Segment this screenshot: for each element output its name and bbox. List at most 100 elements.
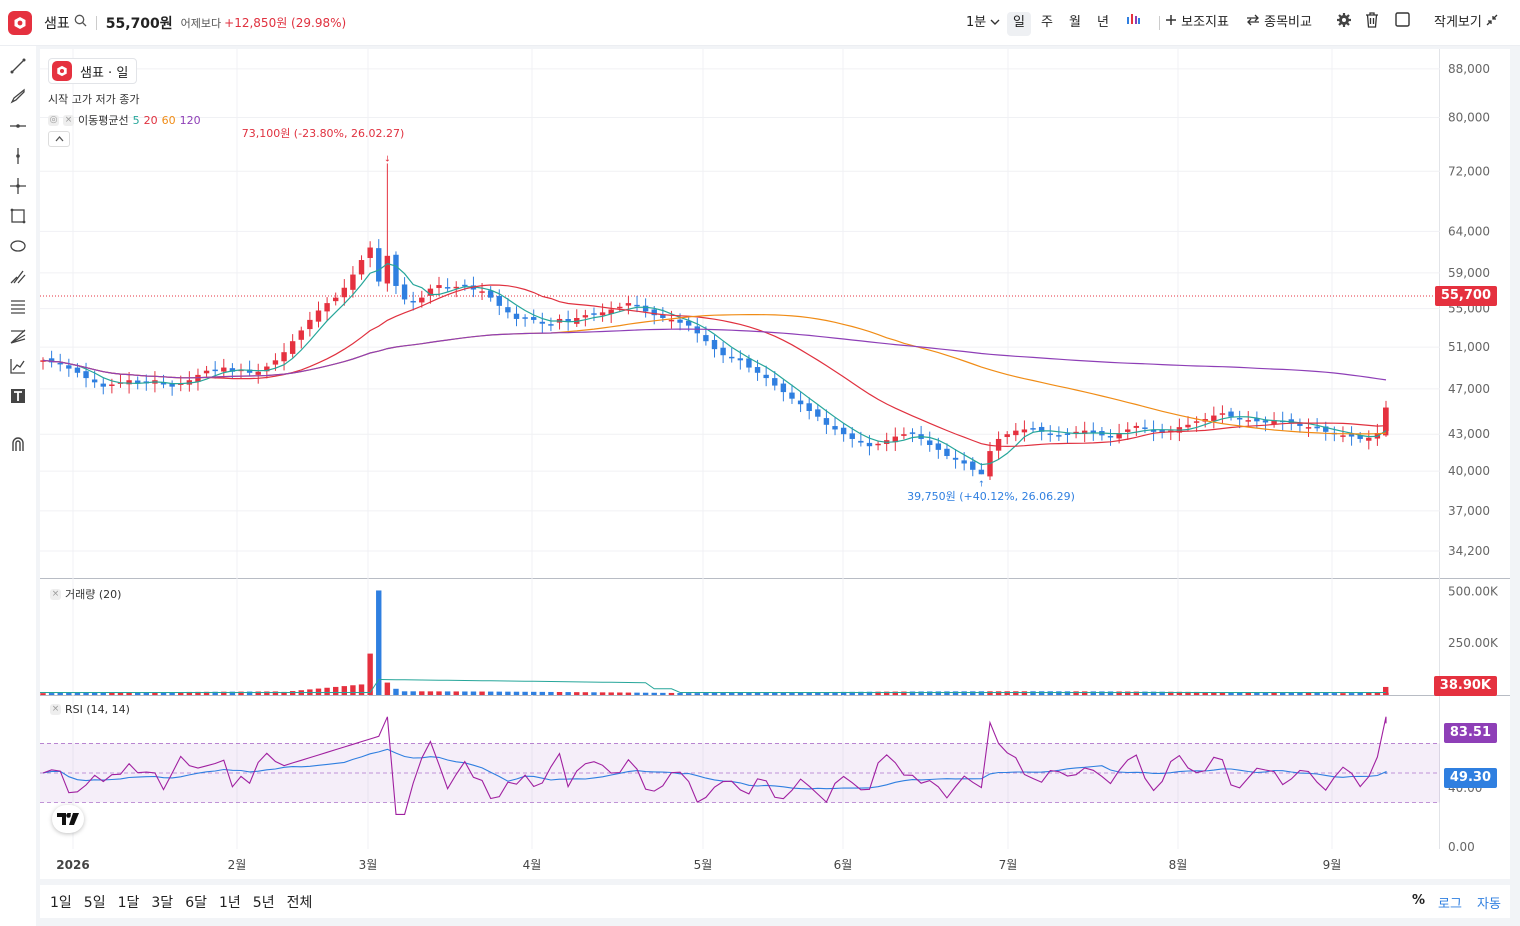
brush-icon[interactable]	[9, 87, 27, 105]
candle-body	[350, 274, 356, 290]
candle-body	[1125, 429, 1131, 432]
volume-bar	[1099, 691, 1105, 695]
price-tick-label: 80,000	[1448, 111, 1490, 125]
volume-bar	[1331, 693, 1338, 695]
trash-icon[interactable]	[1361, 12, 1383, 36]
volume-bar	[487, 691, 494, 695]
volume-bar	[625, 692, 632, 695]
candle-body	[901, 434, 907, 436]
trend-line-icon[interactable]	[9, 57, 27, 75]
volume-bar	[513, 691, 520, 695]
text-tool-icon[interactable]	[9, 387, 27, 405]
vertical-line-icon[interactable]	[9, 147, 27, 165]
plus-icon	[1166, 15, 1176, 25]
candle-body	[264, 366, 270, 372]
volume-bar	[376, 590, 382, 695]
range-3m[interactable]: 3달	[151, 894, 174, 911]
volume-bar	[143, 692, 150, 695]
price-chart[interactable]: 88,00080,00072,00064,00059,00055,00051,0…	[40, 49, 1510, 879]
time-axis-label: 4월	[523, 858, 542, 872]
interval-label: 1분	[966, 15, 987, 30]
fibonacci-icon[interactable]	[9, 297, 27, 315]
volume-bar	[1236, 692, 1243, 695]
period-year[interactable]: 년	[1097, 15, 1109, 30]
pitchfork-icon[interactable]	[9, 267, 27, 285]
range-1d[interactable]: 1일	[50, 894, 72, 911]
volume-bar	[591, 692, 597, 695]
candle-body	[927, 440, 933, 445]
stock-name[interactable]: 샘표	[44, 15, 70, 32]
range-1m[interactable]: 1달	[117, 894, 140, 911]
candle-body	[1357, 435, 1363, 439]
auto-scale-button[interactable]: 자동	[1477, 897, 1501, 912]
candle-body	[772, 378, 778, 386]
hide-eye-icon[interactable]: ◎	[48, 114, 59, 126]
chart-type-icon[interactable]	[1121, 12, 1145, 36]
ellipse-icon[interactable]	[9, 237, 27, 255]
fullscreen-square-icon[interactable]	[1391, 12, 1414, 36]
range-6m[interactable]: 6달	[185, 894, 207, 911]
candle-body	[195, 374, 201, 382]
range-1y[interactable]: 1년	[218, 894, 241, 911]
candle-body	[522, 317, 528, 319]
period-week[interactable]: 주	[1041, 15, 1053, 30]
candle-body	[1030, 428, 1036, 430]
price-tick-label: 34,200	[1448, 544, 1490, 558]
volume-bar	[944, 691, 950, 695]
candle-body	[307, 319, 313, 330]
volume-bar	[1348, 693, 1355, 695]
candle-body	[1116, 433, 1122, 439]
crosshair-icon[interactable]	[9, 177, 27, 195]
current-price: 55,700원	[105, 15, 173, 32]
range-5y[interactable]: 5년	[252, 894, 275, 911]
search-icon[interactable]	[74, 14, 87, 31]
close-icon[interactable]: ×	[50, 588, 61, 600]
volume-bar	[858, 691, 864, 695]
ma-period-120: 120	[179, 113, 201, 127]
candle-body	[565, 319, 571, 322]
small-view-button[interactable]: 작게보기	[1430, 12, 1502, 36]
close-icon[interactable]: ×	[63, 114, 74, 126]
gann-fan-icon[interactable]	[9, 327, 27, 345]
percent-scale-button[interactable]: %	[1412, 893, 1426, 908]
candle-body	[341, 287, 348, 298]
candle-body	[91, 379, 98, 383]
period-day[interactable]: 일	[1007, 12, 1031, 36]
candle-body	[487, 290, 494, 298]
volume-bar	[772, 692, 778, 695]
range-5d[interactable]: 5일	[83, 894, 106, 911]
interval-dropdown[interactable]: 1분	[962, 12, 1004, 36]
volume-bar	[126, 692, 132, 695]
close-icon[interactable]: ×	[50, 704, 61, 715]
range-all[interactable]: 전체	[286, 894, 313, 911]
candle-body	[789, 392, 795, 399]
candle-body	[1211, 415, 1217, 421]
volume-bar	[1056, 691, 1062, 695]
volume-bar	[341, 686, 348, 695]
volume-bar	[238, 691, 244, 695]
measure-icon[interactable]	[9, 357, 27, 375]
volume-bar	[367, 653, 373, 695]
settings-gear-icon[interactable]	[1332, 12, 1356, 36]
volume-bar	[1150, 691, 1157, 695]
volume-bar	[1142, 691, 1148, 695]
legend-collapse-button[interactable]	[48, 131, 70, 147]
period-month[interactable]: 월	[1069, 15, 1081, 30]
log-scale-button[interactable]: 로그	[1438, 897, 1462, 912]
volume-bar	[40, 693, 46, 695]
candle-body	[1193, 421, 1200, 423]
rectangle-icon[interactable]	[9, 207, 27, 225]
volume-bar	[152, 692, 158, 695]
magnet-icon[interactable]	[9, 435, 27, 453]
volume-bar	[505, 691, 511, 695]
horizontal-line-icon[interactable]	[9, 117, 27, 135]
candle-body	[832, 426, 838, 430]
tradingview-logo-icon[interactable]	[52, 805, 84, 833]
candle-body	[229, 368, 236, 372]
volume-bar	[1245, 692, 1251, 695]
chart-title-box[interactable]: 샘표 · 일	[48, 58, 138, 84]
indicator-button[interactable]: 보조지표	[1161, 12, 1233, 36]
chart-container[interactable]: 88,000 80,000 72,000 64,000 59,000 55,000 51,0…	[40, 49, 1510, 879]
candle-body	[1305, 427, 1312, 429]
compare-button[interactable]: 종목비교	[1242, 12, 1316, 36]
